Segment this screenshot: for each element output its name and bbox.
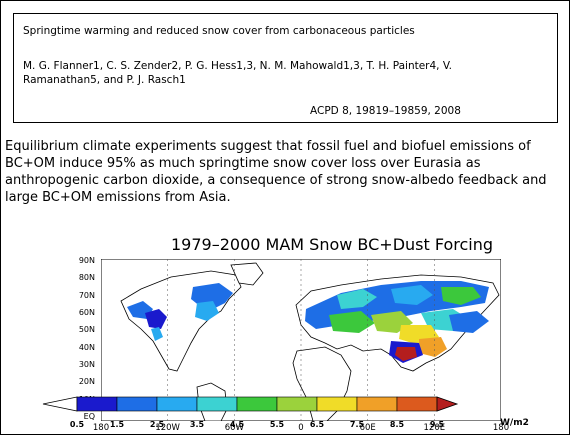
latitude-label: 30N xyxy=(78,360,95,369)
longitude-label: 60E xyxy=(359,423,376,433)
forcing-map-figure: 1979–2000 MAM Snow BC+Dust Forcing 90N 80… xyxy=(51,231,531,436)
forcing-asia-peak xyxy=(395,347,417,361)
latitude-label: EQ xyxy=(83,412,95,421)
colorbar-tick-label: 7.5 xyxy=(349,420,365,429)
paper-citation: ACPD 8, 19819–19859, 2008 xyxy=(310,105,461,117)
colorbar-segment xyxy=(396,396,438,412)
forcing-eu-siberia-a xyxy=(337,289,377,309)
colorbar-tick-label: 0.5 xyxy=(69,420,85,429)
latitude-label: 60N xyxy=(78,308,95,317)
colorbar-tick-label: 9.5 xyxy=(429,420,445,429)
colorbar-segment xyxy=(156,396,198,412)
forcing-na-rockies xyxy=(151,327,163,341)
paper-title: Springtime warming and reduced snow cove… xyxy=(23,25,415,37)
forcing-na-central xyxy=(145,309,167,329)
greenland-outline xyxy=(230,262,264,286)
latitude-label: 40N xyxy=(78,342,95,352)
forcing-asia-china xyxy=(419,337,447,357)
figure-title: 1979–2000 MAM Snow BC+Dust Forcing xyxy=(171,235,494,254)
longitude-label: 120E xyxy=(423,423,446,433)
reference-box xyxy=(13,13,558,123)
forcing-eu-central xyxy=(329,311,375,333)
world-map xyxy=(101,259,501,421)
colorbar-segment xyxy=(236,396,278,412)
paper-authors: M. G. Flanner1, C. S. Zender2, P. G. Hes… xyxy=(23,60,453,86)
colorbar-segment xyxy=(316,396,358,412)
latitude-label: 80N xyxy=(78,273,95,283)
colorbar-segment xyxy=(356,396,398,412)
colorbar-segment xyxy=(116,396,158,412)
colorbar-tick-label: 5.5 xyxy=(269,420,285,429)
latitude-label: 90N xyxy=(78,256,95,265)
abstract-text: Equilibrium climate experiments suggest … xyxy=(5,139,547,205)
latitude-label: 70N xyxy=(78,290,95,300)
colorbar-min-triangle xyxy=(42,396,78,412)
forcing-na-east xyxy=(195,301,219,321)
colorbar-tick-label: 2.5 xyxy=(149,420,165,429)
latitude-label: 50N xyxy=(78,325,95,335)
colorbar-tick-label: 6.5 xyxy=(309,420,325,429)
colorbar-tick-label: 3.5 xyxy=(189,420,205,429)
latitude-label: 20N xyxy=(78,377,95,387)
longitude-label: 120W xyxy=(155,423,180,433)
colorbar-segment xyxy=(276,396,318,412)
colorbar-segment xyxy=(76,396,118,412)
colorbar-scale xyxy=(42,396,459,412)
longitude-label: 60W xyxy=(224,423,244,433)
colorbar-tick-label: 1.5 xyxy=(109,420,125,429)
forcing-eu-siberia-c xyxy=(441,287,481,305)
forcing-eu-siberia-b xyxy=(391,285,433,305)
colorbar-segment xyxy=(196,396,238,412)
colorbar-tick-label: 4.5 xyxy=(229,420,245,429)
longitude-label: 0 xyxy=(298,423,304,433)
forcing-asia-east xyxy=(449,311,489,333)
colorbar-unit: W/m2 xyxy=(500,418,529,428)
colorbar: 0.5 1.5 2.5 3.5 4.5 5.5 6.5 7.5 8.5 9.5 W/m2 xyxy=(37,389,557,433)
colorbar-max-triangle xyxy=(436,396,459,412)
longitude-label: 180 xyxy=(492,423,510,433)
longitude-label: 180 xyxy=(92,423,110,433)
colorbar-tick-label: 8.5 xyxy=(389,420,405,429)
